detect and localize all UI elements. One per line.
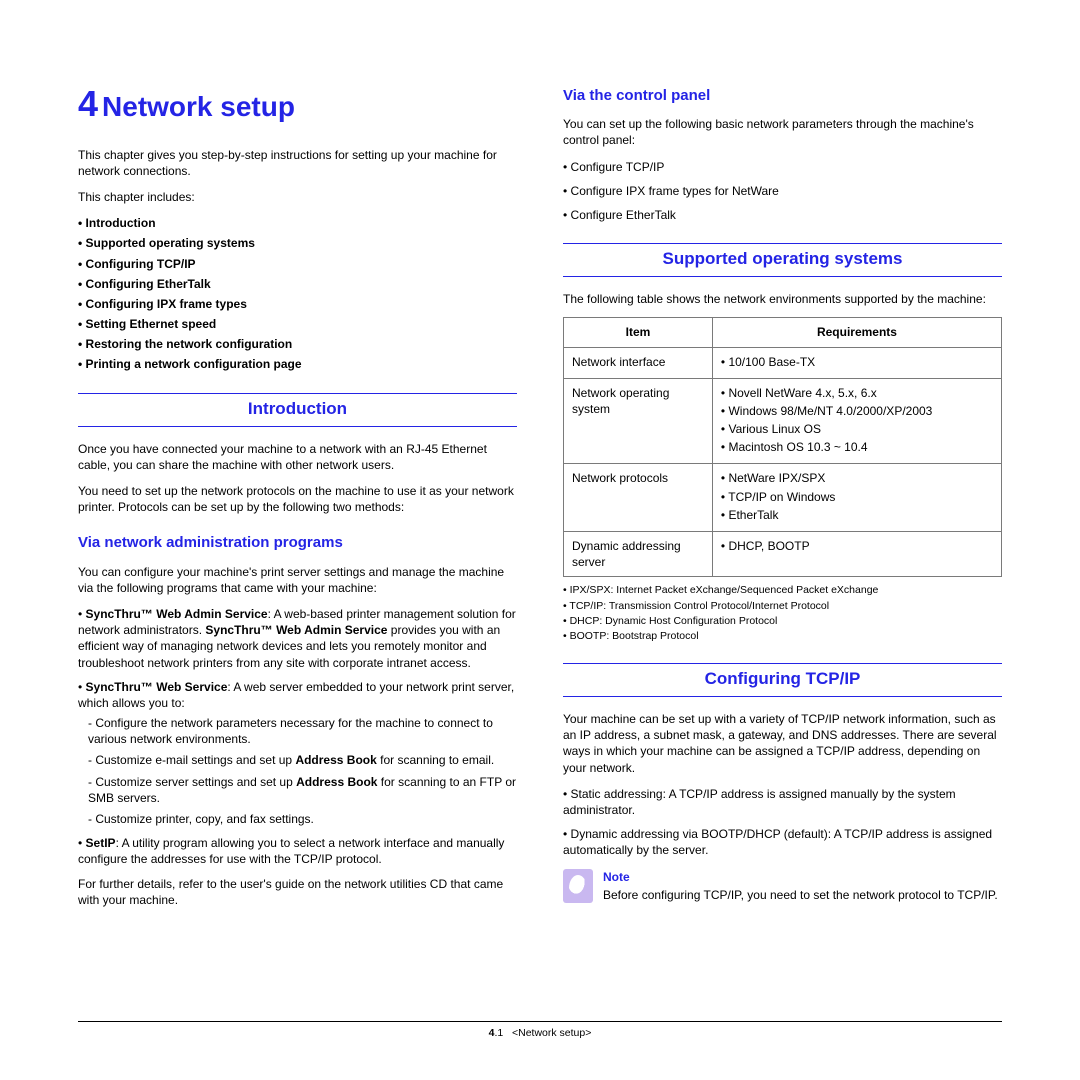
cell-item: Network interface	[564, 347, 713, 378]
note-text: Before configuring TCP/IP, you need to s…	[603, 887, 998, 903]
bold-text: Address Book	[296, 775, 377, 789]
list-item: Dynamic addressing via BOOTP/DHCP (defau…	[563, 826, 1002, 858]
footnote: TCP/IP: Transmission Control Protocol/In…	[563, 599, 1002, 613]
text: Customize e-mail settings and set up	[95, 753, 295, 767]
text: : A utility program allowing you to sele…	[78, 836, 504, 866]
cell-item: Dynamic addressing server	[564, 532, 713, 577]
chapter-number: 4	[78, 83, 98, 124]
list-item: SyncThru™ Web Service: A web server embe…	[78, 679, 517, 828]
req-val: Various Linux OS	[721, 421, 993, 437]
toc-item[interactable]: Supported operating systems	[78, 235, 517, 251]
page-footer: 4.1 <Network setup>	[78, 1021, 1002, 1040]
paragraph: You need to set up the network protocols…	[78, 483, 517, 515]
toc-item[interactable]: Configuring IPX frame types	[78, 296, 517, 312]
toc-item[interactable]: Configuring EtherTalk	[78, 276, 517, 292]
text: Customize server settings and set up	[95, 775, 296, 789]
toc-item[interactable]: Configuring TCP/IP	[78, 256, 517, 272]
list-item: Configure IPX frame types for NetWare	[563, 183, 1002, 199]
toc-item[interactable]: Introduction	[78, 215, 517, 231]
req-val: EtherTalk	[721, 507, 993, 523]
req-val: Windows 98/Me/NT 4.0/2000/XP/2003	[721, 403, 993, 419]
paragraph: You can set up the following basic netwo…	[563, 116, 1002, 148]
left-column: 4Network setup This chapter gives you st…	[78, 80, 517, 918]
chapter-title: 4Network setup	[78, 80, 517, 129]
footer-page: .1	[494, 1027, 503, 1039]
includes-label: This chapter includes:	[78, 189, 517, 205]
toc-item[interactable]: Restoring the network configuration	[78, 336, 517, 352]
req-val: 10/100 Base-TX	[721, 354, 993, 370]
cell-item: Network protocols	[564, 464, 713, 532]
subsection-heading: Via network administration programs	[78, 533, 517, 553]
chapter-name: Network setup	[102, 91, 295, 122]
bold-text: Address Book	[295, 753, 376, 767]
req-val: Macintosh OS 10.3 ~ 10.4	[721, 439, 993, 455]
footnote: IPX/SPX: Internet Packet eXchange/Sequen…	[563, 583, 1002, 597]
intro-paragraph: This chapter gives you step-by-step inst…	[78, 147, 517, 179]
toc-item[interactable]: Setting Ethernet speed	[78, 316, 517, 332]
text: for scanning to email.	[377, 753, 494, 767]
list-item: SyncThru™ Web Admin Service: A web-based…	[78, 606, 517, 671]
cell-req: NetWare IPX/SPX TCP/IP on Windows EtherT…	[712, 464, 1001, 532]
table-row: Network protocols NetWare IPX/SPX TCP/IP…	[564, 464, 1002, 532]
table-header-row: Item Requirements	[564, 318, 1002, 347]
th-item: Item	[564, 318, 713, 347]
list-item: SetIP: A utility program allowing you to…	[78, 835, 517, 867]
table-footnotes: IPX/SPX: Internet Packet eXchange/Sequen…	[563, 583, 1002, 643]
list-item: Customize e-mail settings and set up Add…	[88, 752, 517, 768]
subsection-heading: Via the control panel	[563, 86, 1002, 106]
list-item: Customize printer, copy, and fax setting…	[88, 811, 517, 827]
sub-list: Configure the network parameters necessa…	[88, 715, 517, 827]
chapter-toc: Introduction Supported operating systems…	[78, 215, 517, 373]
req-val: TCP/IP on Windows	[721, 489, 993, 505]
note-title: Note	[603, 869, 998, 885]
product-name: SetIP	[86, 836, 116, 850]
note-box: Note Before configuring TCP/IP, you need…	[563, 869, 1002, 903]
footnote: BOOTP: Bootstrap Protocol	[563, 629, 1002, 643]
paragraph: The following table shows the network en…	[563, 291, 1002, 307]
cell-req: DHCP, BOOTP	[712, 532, 1001, 577]
paragraph: For further details, refer to the user's…	[78, 876, 517, 908]
table-row: Network interface 10/100 Base-TX	[564, 347, 1002, 378]
req-val: DHCP, BOOTP	[721, 538, 993, 554]
section-heading: Introduction	[78, 393, 517, 427]
footer-label: <Network setup>	[512, 1027, 591, 1039]
toc-item[interactable]: Printing a network configuration page	[78, 356, 517, 372]
right-column: Via the control panel You can set up the…	[563, 80, 1002, 918]
product-name: SyncThru™ Web Admin Service	[86, 607, 268, 621]
footnote: DHCP: Dynamic Host Configuration Protoco…	[563, 614, 1002, 628]
note-icon	[563, 869, 593, 903]
req-val: Novell NetWare 4.x, 5.x, 6.x	[721, 385, 993, 401]
th-req: Requirements	[712, 318, 1001, 347]
list-item: Configure the network parameters necessa…	[88, 715, 517, 747]
paragraph: Your machine can be set up with a variet…	[563, 711, 1002, 776]
requirements-table: Item Requirements Network interface 10/1…	[563, 317, 1002, 577]
note-body: Note Before configuring TCP/IP, you need…	[603, 869, 998, 903]
bullet-list: SyncThru™ Web Admin Service: A web-based…	[78, 606, 517, 868]
product-name: SyncThru™ Web Admin Service	[205, 623, 387, 637]
page: 4Network setup This chapter gives you st…	[0, 0, 1080, 958]
section-heading: Configuring TCP/IP	[563, 663, 1002, 697]
cell-req: Novell NetWare 4.x, 5.x, 6.x Windows 98/…	[712, 378, 1001, 464]
bullet-list: Configure TCP/IP Configure IPX frame typ…	[563, 159, 1002, 224]
list-item: Static addressing: A TCP/IP address is a…	[563, 786, 1002, 818]
list-item: Configure TCP/IP	[563, 159, 1002, 175]
paragraph: Once you have connected your machine to …	[78, 441, 517, 473]
cell-item: Network operating system	[564, 378, 713, 464]
list-item: Configure EtherTalk	[563, 207, 1002, 223]
req-val: NetWare IPX/SPX	[721, 470, 993, 486]
list-item: Customize server settings and set up Add…	[88, 774, 517, 806]
cell-req: 10/100 Base-TX	[712, 347, 1001, 378]
section-heading: Supported operating systems	[563, 243, 1002, 277]
bullet-list: Static addressing: A TCP/IP address is a…	[563, 786, 1002, 859]
paragraph: You can configure your machine's print s…	[78, 564, 517, 596]
table-row: Network operating system Novell NetWare …	[564, 378, 1002, 464]
product-name: SyncThru™ Web Service	[86, 680, 228, 694]
table-row: Dynamic addressing server DHCP, BOOTP	[564, 532, 1002, 577]
